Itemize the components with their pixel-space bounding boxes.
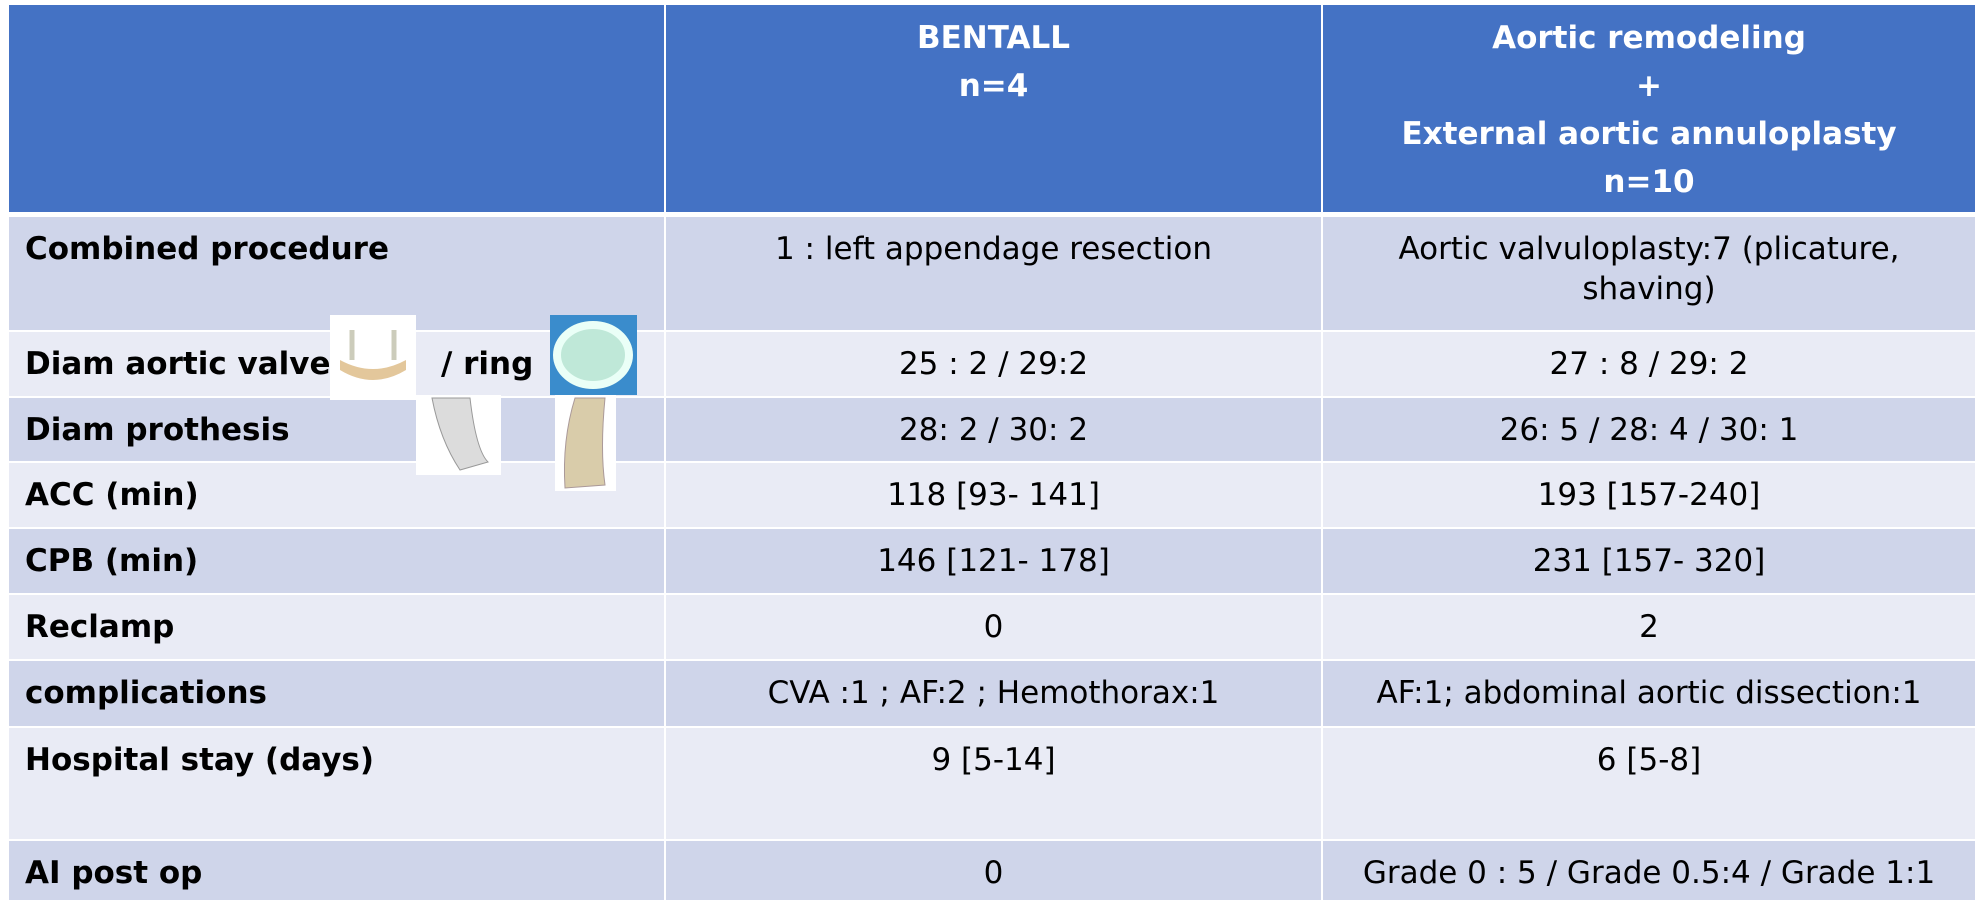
page: BENTALLn=4Aortic remodeling+External aor… <box>0 0 1975 900</box>
ring-shape <box>557 325 629 385</box>
device-icons <box>0 0 1975 900</box>
valve-icon <box>330 315 416 400</box>
